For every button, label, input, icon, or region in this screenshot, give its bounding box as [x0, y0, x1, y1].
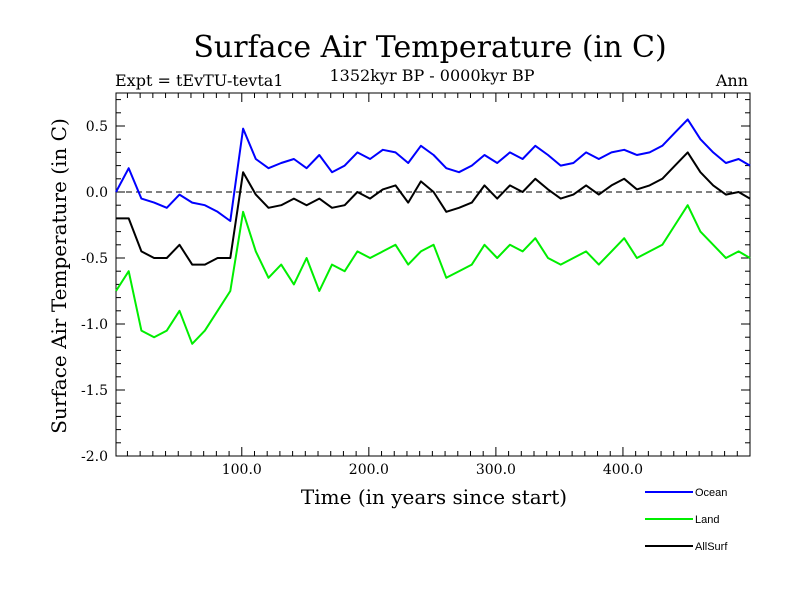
legend-label-allsurf: AllSurf [695, 541, 728, 553]
period-label: 1352kyr BP - 0000kyr BP [330, 66, 535, 85]
series-line-ocean [115, 118, 751, 222]
x-axis-label: Time (in years since start) [301, 485, 567, 509]
series-line-land [115, 204, 751, 345]
legend: Ocean Land AllSurf [645, 487, 728, 553]
legend-label-ocean: Ocean [695, 487, 727, 499]
series-line-allsurf [116, 151, 751, 266]
x-tick-label: 300.0 [476, 462, 516, 478]
x-tick-label: 100.0 [222, 462, 262, 478]
experiment-label: Expt = tEvTU-tevta1 [115, 71, 283, 90]
y-tick-label: -2.0 [81, 449, 108, 465]
x-tick-label: 400.0 [603, 462, 643, 478]
plot-frame [115, 92, 751, 457]
y-tick-label: -1.5 [81, 383, 108, 399]
y-tick-label: -1.0 [81, 317, 108, 333]
legend-label-land: Land [695, 514, 719, 526]
season-label: Ann [715, 71, 748, 90]
plot-area: 100.0 200.0 300.0 400.0 0.5 0.0 -0.5 -1.0 -1.5 -2… [81, 92, 751, 478]
y-tick-label: 0.5 [86, 119, 108, 135]
y-tick-label: -0.5 [81, 251, 108, 267]
y-tick-label: 0.0 [86, 185, 108, 201]
chart-title: Surface Air Temperature (in C) [193, 30, 666, 65]
y-axis-label: Surface Air Temperature (in C) [47, 118, 71, 434]
x-tick-label: 200.0 [349, 462, 389, 478]
